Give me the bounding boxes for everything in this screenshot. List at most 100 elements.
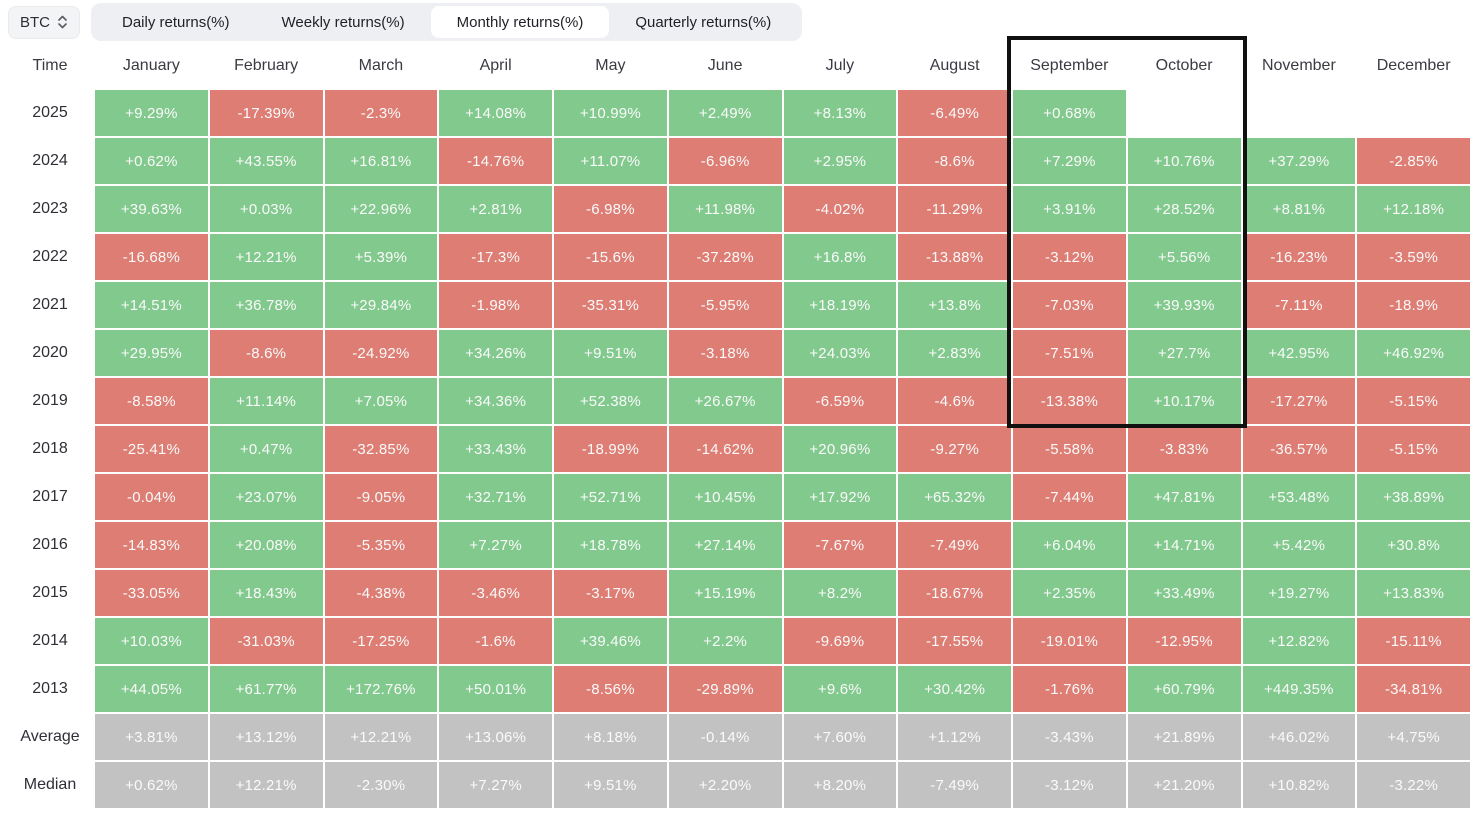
return-cell: -3.43% [1013,714,1126,760]
column-header-october: October [1155,57,1213,74]
return-cell: +36.78% [209,282,323,328]
return-cell: +8.81% [1242,186,1356,232]
return-cell: +17.92% [783,474,897,520]
return-cell: +10.82% [1242,762,1356,808]
return-cell: +43.55% [209,138,323,184]
return-cell: +3.91% [1013,186,1126,232]
return-cell [1128,90,1241,136]
return-cell: -3.59% [1357,234,1470,280]
return-cell: -33.05% [95,570,208,616]
return-cell [1243,90,1356,136]
return-cell: -8.6% [209,330,323,376]
return-cell: +44.05% [95,666,208,712]
return-cell: +61.77% [209,666,323,712]
return-cell: +2.81% [439,186,552,232]
return-cell: +13.12% [209,714,323,760]
column-header-june: June [707,57,743,74]
return-cell: +0.03% [209,186,323,232]
return-cell: -4.02% [783,186,897,232]
return-cell: -8.56% [554,666,667,712]
return-cell: +30.42% [898,666,1011,712]
return-cell: +9.29% [95,90,208,136]
return-cell: +9.51% [554,762,667,808]
return-cell: +52.71% [554,474,667,520]
return-cell: -31.03% [209,618,323,664]
returns-table-wrap: Time January February March April May June July… [7,36,1470,808]
return-cell: -6.59% [783,378,897,424]
return-cell: -2.30% [324,762,438,808]
return-cell: -1.6% [439,618,552,664]
return-cell: +53.48% [1242,474,1356,520]
return-cell: +52.38% [554,378,667,424]
column-header-january: January [122,57,180,74]
return-cell: -6.98% [554,186,667,232]
return-cell: +10.99% [554,90,667,136]
return-cell: +19.27% [1242,570,1356,616]
return-cell: -1.76% [1013,666,1126,712]
return-cell: -18.67% [898,570,1011,616]
return-cell: -17.25% [324,618,438,664]
symbol-selector[interactable]: BTC [8,5,80,39]
return-cell: -1.98% [439,282,552,328]
return-cell: +39.63% [95,186,208,232]
return-cell: -9.69% [783,618,897,664]
return-cell: -7.49% [898,522,1011,568]
row-label-2014: 2014 [32,632,68,649]
return-cell: +30.8% [1357,522,1470,568]
tab-daily-returns[interactable]: Daily returns(%) [122,13,230,31]
return-cell: -7.11% [1242,282,1356,328]
return-cell: -3.22% [1357,762,1470,808]
return-cell: +50.01% [439,666,552,712]
row-label-average: Average [20,728,80,745]
return-cell: +1.12% [898,714,1011,760]
return-cell: -13.88% [898,234,1011,280]
return-cell: +27.14% [668,522,782,568]
return-cell: -3.83% [1127,426,1241,472]
return-cell: +12.82% [1242,618,1356,664]
return-cell: +37.29% [1242,138,1356,184]
row-label-2015: 2015 [32,584,68,601]
return-cell: +33.49% [1127,570,1241,616]
return-cell [1357,90,1470,136]
return-cell: +12.18% [1357,186,1470,232]
return-cell: -14.76% [439,138,552,184]
symbol-selector-value: BTC [20,13,50,31]
row-label-2020: 2020 [32,344,68,361]
tab-monthly-returns[interactable]: Monthly returns(%) [430,6,610,38]
return-cell: +18.43% [209,570,323,616]
tab-quarterly-returns[interactable]: Quarterly returns(%) [635,13,772,31]
return-cell: +6.04% [1013,522,1126,568]
return-cell: +2.35% [1013,570,1126,616]
return-cell: +29.84% [324,282,438,328]
return-cell: -24.92% [324,330,438,376]
return-cell: -7.49% [898,762,1011,808]
returns-table: Time January February March April May June July… [7,44,1470,808]
return-cell: +5.56% [1127,234,1241,280]
return-cell: +46.02% [1242,714,1356,760]
return-cell: -5.15% [1357,426,1470,472]
row-label-2022: 2022 [32,248,68,265]
tab-weekly-returns[interactable]: Weekly returns(%) [281,13,405,31]
return-cell: +8.13% [783,90,897,136]
return-cell: +11.14% [209,378,323,424]
row-label-2023: 2023 [32,200,68,217]
return-cell: -25.41% [95,426,208,472]
return-cell: +7.29% [1013,138,1126,184]
row-label-2013: 2013 [32,680,68,697]
return-cell: +2.83% [898,330,1011,376]
return-cell: -16.68% [95,234,208,280]
return-cell: +12.21% [209,762,323,808]
return-cell: +0.68% [1013,90,1126,136]
return-cell: -5.15% [1357,378,1470,424]
return-cell: -19.01% [1013,618,1126,664]
return-cell: -5.58% [1013,426,1126,472]
column-header-november: November [1261,57,1336,74]
return-cell: +46.92% [1357,330,1470,376]
return-cell: +0.62% [95,762,208,808]
updown-chevron-icon [57,14,68,30]
return-cell: +24.03% [783,330,897,376]
return-cell: -17.55% [898,618,1011,664]
column-header-time: Time [32,57,68,74]
column-header-april: April [479,57,512,74]
column-header-february: February [234,57,299,74]
